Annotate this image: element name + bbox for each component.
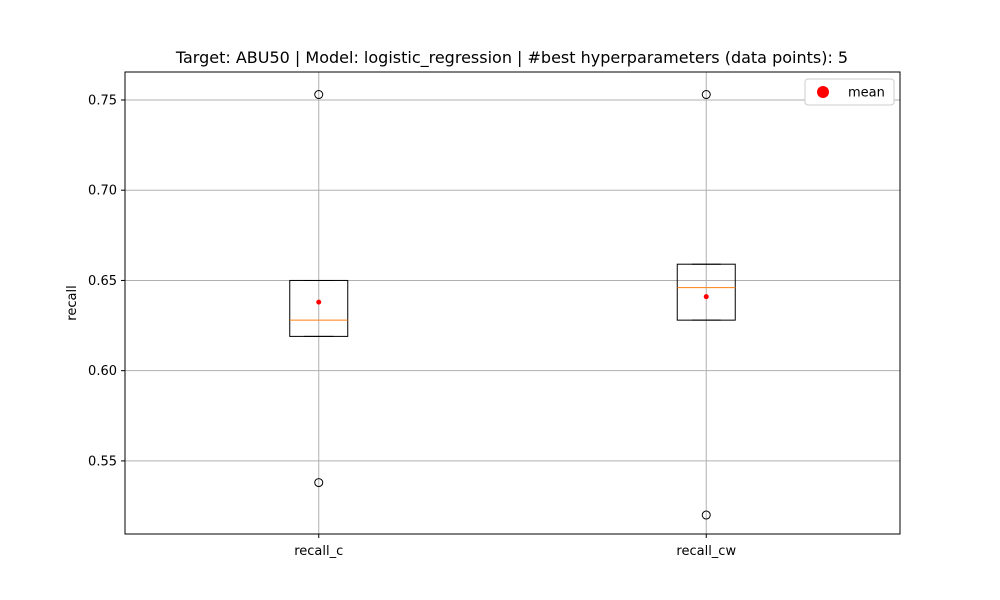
box-series: [289, 90, 736, 520]
mean-marker: [316, 299, 322, 305]
legend-mean-marker: [817, 86, 829, 98]
outlier-point: [701, 510, 711, 520]
outlier-point: [314, 478, 324, 488]
box-recall_c: [289, 90, 349, 488]
outlier-point: [701, 90, 711, 100]
y-tick-label: 0.70: [88, 184, 117, 199]
x-tick-label: recall_c: [294, 544, 343, 559]
outlier-point: [314, 90, 324, 100]
legend: mean: [804, 78, 895, 106]
x-axis: recall_c recall_cw: [294, 534, 736, 559]
chart-title: Target: ABU50 | Model: logistic_regressi…: [175, 48, 848, 68]
y-tick-label: 0.75: [88, 93, 117, 108]
y-tick-label: 0.60: [88, 364, 117, 379]
x-tick-label: recall_cw: [676, 544, 736, 559]
mean-marker: [703, 294, 709, 300]
box-recall_cw: [676, 90, 736, 520]
plot-area-frame: [124, 71, 901, 535]
y-tick-label: 0.55: [88, 454, 117, 469]
legend-box: [804, 78, 895, 106]
y-axis: 0.55 0.60 0.65 0.70 0.75: [88, 93, 125, 469]
legend-mean-label: mean: [848, 86, 885, 101]
y-axis-label: recall: [65, 285, 80, 320]
y-tick-label: 0.65: [88, 274, 117, 289]
